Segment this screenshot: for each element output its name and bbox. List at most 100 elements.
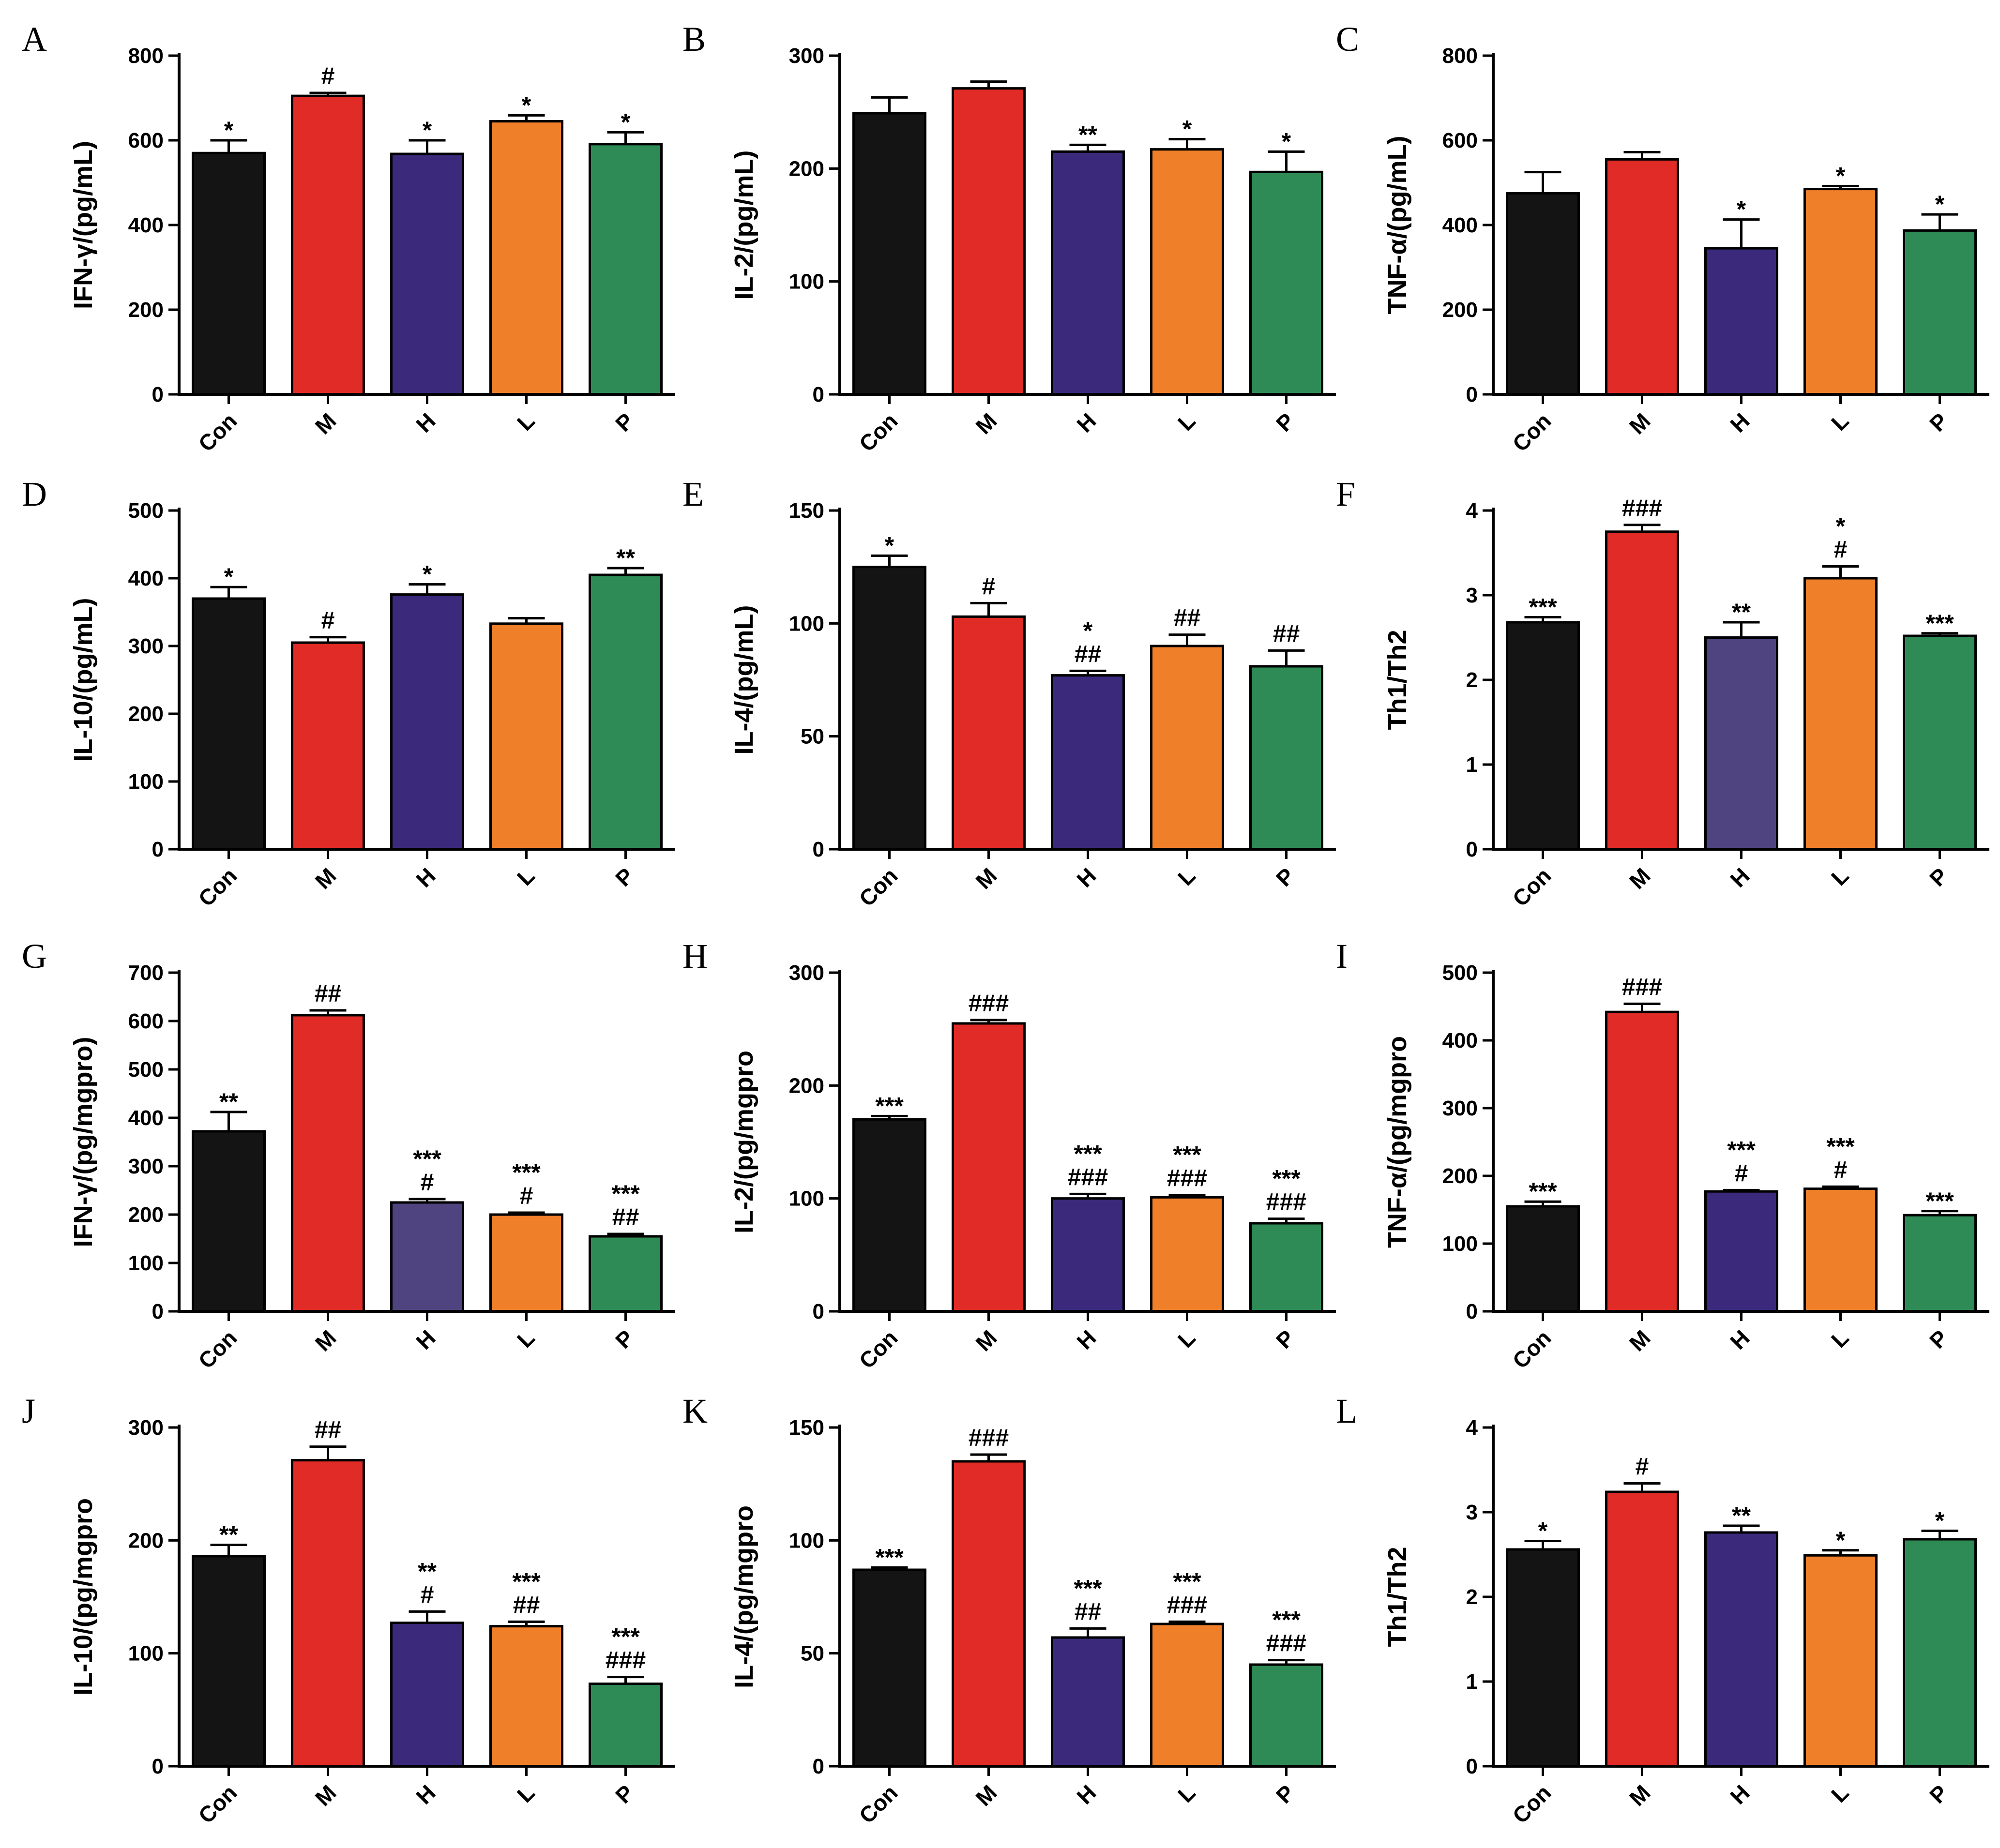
significance-label: *** xyxy=(1727,1136,1756,1163)
y-tick-label: 0 xyxy=(813,1300,824,1323)
bar-con xyxy=(192,1130,266,1313)
bar-p xyxy=(1903,634,1977,851)
significance-label: ### xyxy=(1266,1630,1306,1657)
category-label: M xyxy=(310,1780,341,1811)
bar-p xyxy=(589,573,663,851)
significance-label: # xyxy=(1834,1156,1848,1183)
significance-label: ** xyxy=(1078,121,1097,148)
bar-l xyxy=(1803,1554,1878,1768)
significance-label: * xyxy=(1836,1527,1846,1554)
significance-label: *** xyxy=(875,1092,904,1119)
bar-h xyxy=(1051,1636,1125,1768)
panel-letter: I xyxy=(1336,937,1348,976)
y-tick-label: 0 xyxy=(152,383,164,406)
panel-c: C TNF-α/(pg/mL) Con M * H * L * P 0 200 400 600 800 xyxy=(1336,20,1989,456)
significance-label: *** xyxy=(611,1623,640,1651)
significance-label: ### xyxy=(969,990,1009,1017)
error-bar-m xyxy=(970,601,1007,617)
significance-label: # xyxy=(421,1169,434,1196)
significance-label: *** xyxy=(1173,1568,1201,1595)
category-label: Con xyxy=(854,1325,903,1373)
category-label: L xyxy=(512,408,540,436)
significance-label: * xyxy=(522,91,531,119)
bar-m xyxy=(1605,530,1679,851)
significance-label: *** xyxy=(413,1145,441,1172)
y-tick-label: 100 xyxy=(128,1251,164,1275)
bar-l xyxy=(1803,188,1878,396)
error-bar-h xyxy=(1069,669,1106,676)
category-label: H xyxy=(411,863,440,892)
significance-label: *** xyxy=(1272,1607,1301,1634)
bar-m xyxy=(291,1014,365,1313)
error-bar-m xyxy=(1623,1002,1661,1012)
y-axis-label: IL-4/(pg/mL) xyxy=(729,605,758,755)
significance-label: ## xyxy=(612,1203,639,1231)
category-label: P xyxy=(1271,1325,1299,1353)
panel-letter: K xyxy=(682,1392,708,1430)
y-tick-label: 400 xyxy=(1442,1029,1478,1052)
category-label: Con xyxy=(854,1780,903,1828)
error-bar-p xyxy=(607,567,644,575)
bar-con xyxy=(192,597,266,851)
y-tick-label: 400 xyxy=(128,1106,164,1130)
panel-k: KIL-4/(pg/mgpro ***Con###M##***H###***L##… xyxy=(682,1392,1336,1828)
significance-label: ** xyxy=(418,1558,437,1585)
y-tick-label: 400 xyxy=(128,567,164,590)
bar-l xyxy=(1150,1196,1224,1313)
y-tick-label: 0 xyxy=(813,838,824,861)
significance-label: ### xyxy=(606,1647,646,1674)
error-bar-h xyxy=(409,1610,446,1623)
significance-label: * xyxy=(1935,1507,1945,1534)
significance-label: *** xyxy=(512,1568,541,1595)
panel-a: A IFN-γ/(pg/mL) * Con # M * H * L * P 0 200 400 600 800 xyxy=(22,20,675,456)
bar-l xyxy=(489,120,563,396)
error-bar-l xyxy=(508,617,545,624)
significance-label: ** xyxy=(1732,1502,1751,1529)
bar-p xyxy=(1249,170,1323,396)
y-tick-label: 200 xyxy=(128,1203,164,1227)
error-bar-con xyxy=(871,1114,908,1120)
bar-m xyxy=(291,94,365,396)
category-label: H xyxy=(1725,1325,1754,1354)
significance-label: *** xyxy=(1173,1142,1201,1169)
y-tick-label: 4 xyxy=(1466,1416,1478,1440)
bar-con xyxy=(852,112,926,396)
significance-label: * xyxy=(1282,128,1291,155)
panel-h: HIL-2/(pg/mgpro ***Con###M###***H###***L#… xyxy=(682,937,1336,1373)
significance-label: *** xyxy=(1529,594,1557,621)
error-bar-m xyxy=(970,1453,1007,1461)
bar-con xyxy=(192,151,266,396)
category-label: P xyxy=(1271,863,1299,891)
significance-label: # xyxy=(321,607,335,634)
bar-l xyxy=(489,622,563,851)
significance-label: # xyxy=(1834,536,1848,563)
panel-letter: D xyxy=(22,475,47,513)
bar-h xyxy=(1051,150,1125,396)
y-axis-label: IL-2/(pg/mL) xyxy=(729,150,758,300)
y-tick-label: 200 xyxy=(128,1529,164,1552)
error-bar-m xyxy=(970,80,1007,89)
category-label: Con xyxy=(194,1780,242,1828)
error-bar-l xyxy=(1822,565,1859,578)
bar-p xyxy=(1903,1538,1977,1768)
bar-l xyxy=(489,1213,563,1313)
bar-con xyxy=(852,1568,926,1768)
y-tick-label: 100 xyxy=(128,770,164,794)
significance-label: ### xyxy=(1622,495,1662,522)
significance-label: * xyxy=(1836,513,1846,540)
y-tick-label: 700 xyxy=(128,961,164,985)
category-label: H xyxy=(411,1325,440,1354)
category-label: L xyxy=(512,1325,540,1352)
significance-label: ** xyxy=(219,1521,238,1548)
error-bar-l xyxy=(508,1620,545,1626)
category-label: P xyxy=(1271,408,1299,436)
significance-label: ## xyxy=(315,980,342,1007)
y-axis-label: Th1/Th2 xyxy=(1383,1547,1412,1647)
significance-label: ## xyxy=(1075,1598,1102,1625)
y-tick-label: 500 xyxy=(1442,961,1478,985)
panel-d: D IL-10/(pg/mL) * Con # M * H L ** P 0 100 200 300 400 5… xyxy=(22,475,675,911)
error-bar-m xyxy=(970,1019,1007,1023)
significance-label: ** xyxy=(1732,599,1751,626)
significance-label: *** xyxy=(1074,1575,1102,1602)
